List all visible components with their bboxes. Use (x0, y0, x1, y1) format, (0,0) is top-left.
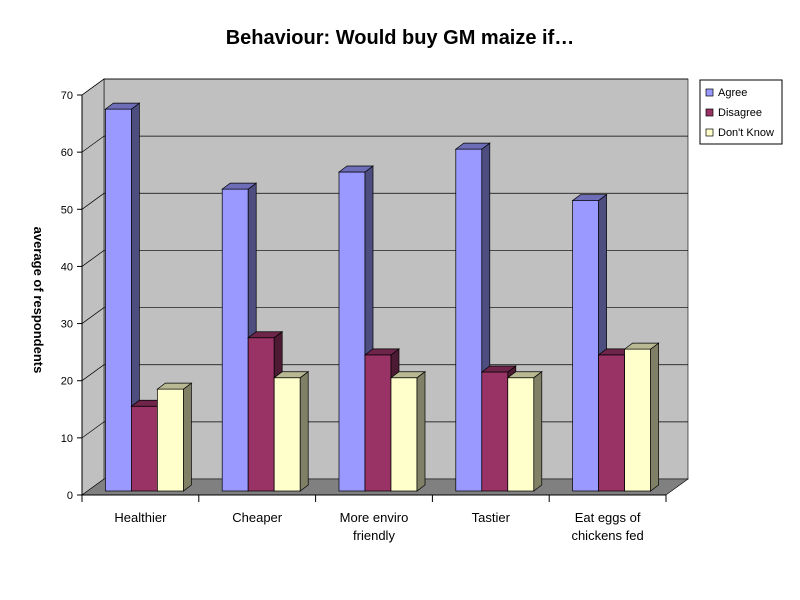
x-tick-label: Cheaper (232, 510, 283, 525)
bar-side (416, 371, 426, 492)
legend-swatch (705, 128, 714, 137)
bar-agree-front (338, 171, 366, 492)
x-tick-label-line: chickens fed (571, 528, 643, 543)
bar-agree-front (455, 148, 483, 492)
bar-don-t-know-front (157, 388, 184, 492)
y-tick-label: 0 (67, 490, 73, 502)
y-tick-label: 60 (61, 147, 73, 159)
bar-side (299, 371, 309, 492)
bar-top (363, 348, 401, 356)
bar-top (454, 142, 491, 150)
bar-agree-front (221, 188, 249, 492)
bar-top (104, 102, 141, 110)
bar-top (389, 371, 427, 379)
y-axis-label: average of respondents (31, 227, 46, 374)
x-tick-label: Eat eggs of chickens fed (571, 510, 643, 543)
legend: Agree Disagree Don't Know (699, 79, 783, 145)
gridline-side (81, 307, 105, 324)
x-tick-label: More enviro friendly (340, 510, 409, 543)
side-wall (81, 78, 105, 496)
gridline-side (81, 193, 105, 210)
y-tick-label: 70 (61, 90, 73, 102)
x-tick-label-line: Tastier (472, 510, 511, 525)
y-tick-label: 30 (61, 319, 73, 331)
bar-top (247, 331, 284, 339)
x-tick-label-line: friendly (353, 528, 395, 543)
gridline-side (81, 364, 105, 381)
bar-top (623, 342, 660, 350)
bar-disagree-front (131, 405, 158, 492)
bar-top (156, 382, 193, 390)
y-tick-label: 10 (61, 433, 73, 445)
bar-side (533, 371, 543, 492)
bar-don-t-know-front (624, 348, 651, 492)
bar-disagree-front (247, 337, 275, 492)
bar-don-t-know-front (273, 377, 301, 492)
legend-label: Disagree (718, 107, 762, 119)
plot-area: 0 10 20 30 40 50 60 70 Healthier Cheaper More envi… (61, 78, 689, 543)
bar-disagree-front (598, 354, 625, 492)
gridline-side (81, 135, 105, 153)
bar-top (506, 371, 543, 379)
legend-box (699, 79, 783, 145)
bar-side (183, 382, 192, 492)
x-tick-label-line: Cheaper (232, 510, 283, 525)
bar-top (480, 365, 517, 373)
legend-label: Don't Know (718, 127, 774, 139)
x-tick-label-line: More enviro (340, 510, 409, 525)
gridline-side (81, 250, 105, 267)
chart-title: Behaviour: Would buy GM maize if… (226, 27, 575, 49)
bar-top (273, 371, 310, 379)
bar-disagree-front (364, 354, 392, 492)
bar-side (650, 342, 659, 492)
x-tick-label: Healthier (114, 510, 167, 525)
y-tick-label: 40 (61, 261, 73, 273)
bar-top (221, 182, 258, 190)
legend-swatch (705, 108, 714, 117)
bar-agree-front (572, 200, 599, 492)
bar-don-t-know-front (390, 377, 418, 492)
bar-agree-front (105, 108, 132, 492)
x-tick-label-line: Healthier (114, 510, 167, 525)
gridline-side (81, 78, 105, 96)
bar-top (571, 194, 608, 201)
x-tick-label-line: Eat eggs of (575, 510, 641, 525)
legend-label: Agree (718, 87, 747, 99)
gridline-side (81, 421, 105, 439)
y-tick-label: 20 (61, 376, 73, 388)
legend-swatch (705, 88, 714, 97)
y-tick-label: 50 (61, 204, 73, 216)
bar-don-t-know-front (507, 377, 535, 492)
bar-disagree-front (481, 371, 509, 492)
bar-top (337, 165, 375, 173)
x-tick-label: Tastier (472, 510, 511, 525)
